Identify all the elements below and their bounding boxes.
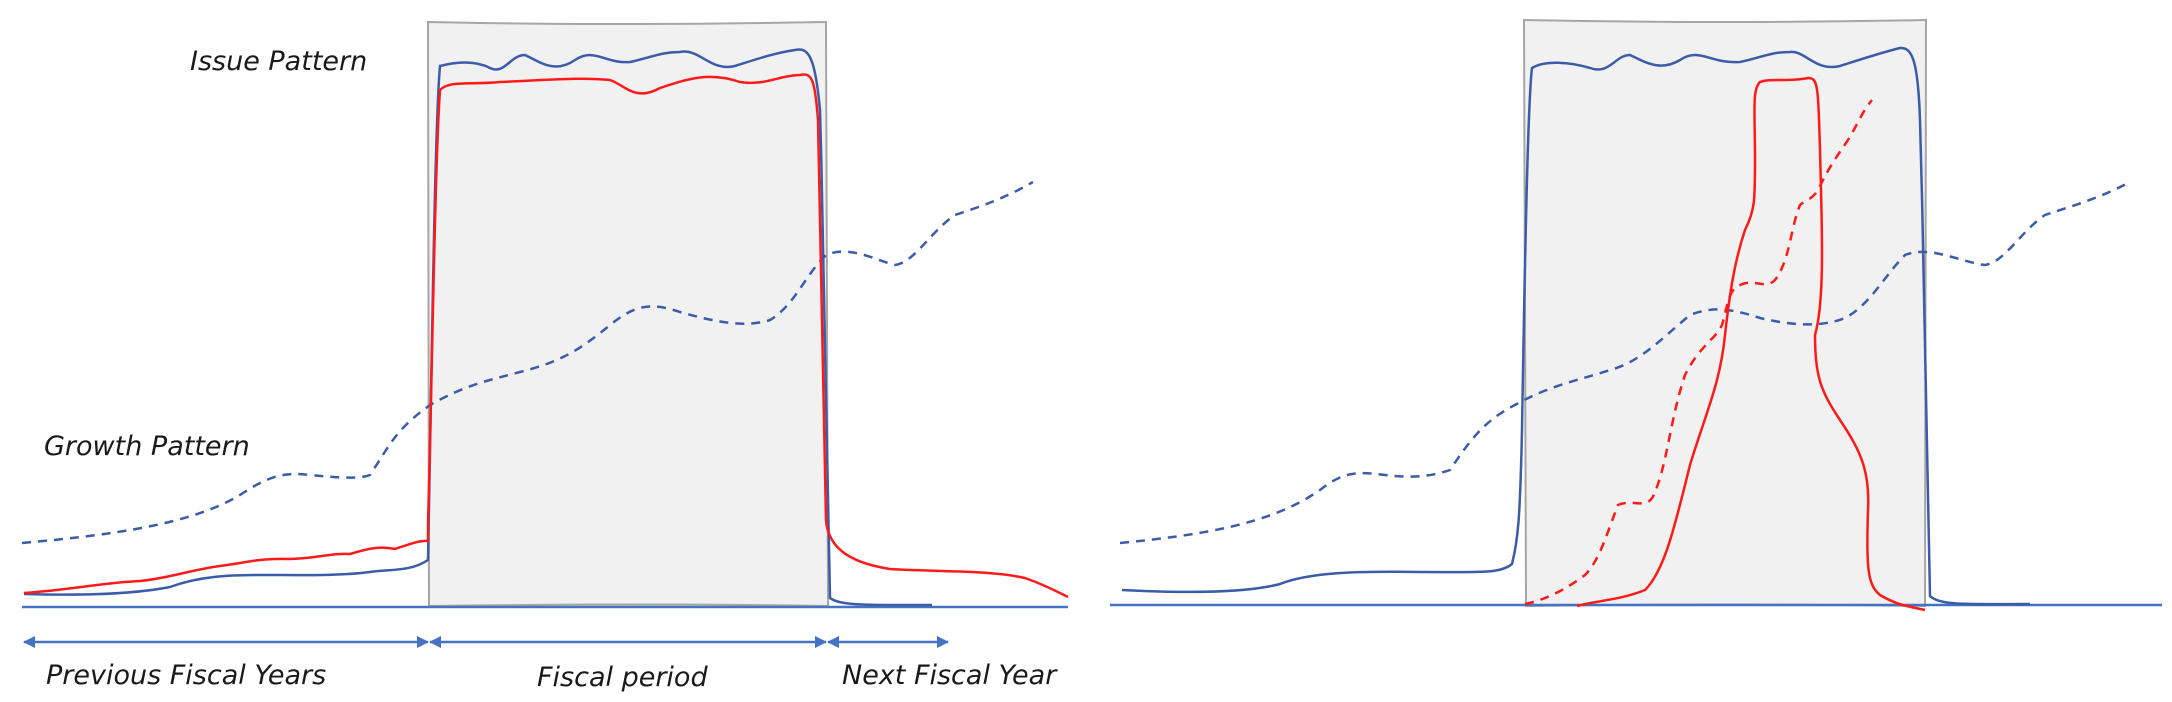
fiscal-period-box-right [1522,18,1928,608]
right-panel [1110,18,2162,612]
issue-pattern-red-curve [23,73,1069,599]
issue-pattern-blue-curve-right [1121,46,2031,606]
previous-fiscal-years-label: Previous Fiscal Years [46,660,326,691]
issue-pattern-blue-curve [23,48,933,607]
red-solid-peak-curve [1576,76,1926,612]
issue-pattern-label: Issue Pattern [190,46,367,77]
red-dashed-growth-curve [1524,99,1873,606]
growth-pattern-label: Growth Pattern [44,431,250,462]
growth-pattern-curve-right [1119,180,2131,545]
fiscal-period-label: Fiscal period [537,662,708,693]
growth-pattern-curve [21,180,1034,545]
left-panel: Issue Pattern Growth Pattern Previous Fi… [21,20,1069,693]
next-fiscal-year-label: Next Fiscal Year [842,660,1058,691]
